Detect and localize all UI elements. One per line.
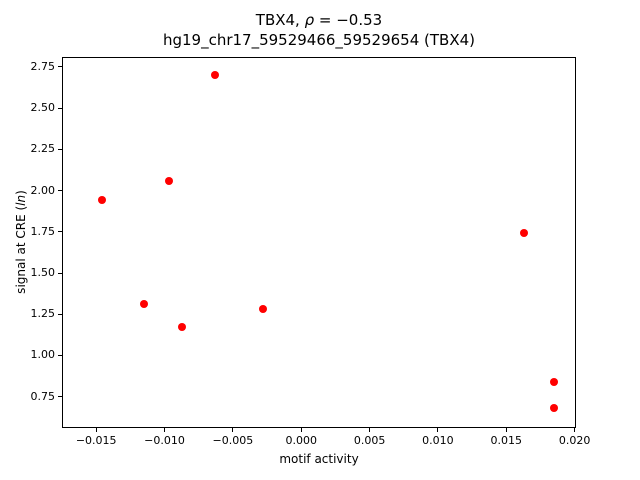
chart-title-gene: TBX4, [255,11,305,29]
y-tick-mark [58,396,62,398]
y-tick-label: 1.75 [30,224,56,238]
y-tick-label: 2.25 [30,142,56,156]
data-point [211,71,220,80]
chart-title: TBX4, ρ = −0.53 hg19_chr17_59529466_5952… [62,10,576,50]
x-tick-mark [505,428,507,432]
y-tick-label: 1.50 [30,266,56,279]
y-tick-mark [58,66,62,68]
x-tick-label: 0.015 [490,434,523,447]
rho-symbol: ρ [304,11,315,29]
x-tick-label: 0.020 [558,434,591,447]
x-tick-mark [437,428,439,432]
x-tick-label: 0.000 [285,434,317,447]
data-point [97,196,106,205]
x-tick-mark [232,428,234,432]
x-tick-mark [164,428,166,432]
data-point [140,300,149,309]
y-tick-label: 1.25 [30,307,56,321]
x-tick-mark [300,428,302,432]
chart-title-rho-value: = −0.53 [314,11,383,29]
x-axis-label: motif activity [279,452,359,466]
chart-title-line1: TBX4, ρ = −0.53 [62,10,576,30]
data-point [520,229,529,238]
y-tick-mark [58,107,62,109]
y-tick-mark [58,354,62,356]
y-tick-label: 2.00 [30,183,56,197]
x-tick-mark [369,428,371,432]
y-tick-label: 2.75 [30,59,56,73]
data-point [550,377,559,386]
x-tick-label: 0.005 [353,434,386,447]
y-axis-label-prefix: signal at CRE ( [14,205,28,294]
y-tick-label: 2.50 [30,101,56,115]
data-point [550,404,559,413]
y-tick-mark [58,231,62,233]
y-tick-mark [58,190,62,192]
y-tick-mark [58,313,62,315]
x-tick-label: 0.010 [422,434,454,447]
chart-title-line2: hg19_chr17_59529466_59529654 (TBX4) [162,31,476,49]
y-tick-mark [58,272,62,274]
y-tick-label: 0.75 [30,389,56,403]
x-tick-mark [95,428,97,432]
x-tick-label: −0.005 [212,434,254,447]
x-tick-label: −0.010 [144,434,185,447]
data-point [258,305,267,314]
data-point [178,323,187,332]
y-tick-mark [58,148,62,150]
plot-area [62,57,576,428]
data-point [164,176,173,185]
x-tick-label: −0.015 [75,434,117,447]
x-tick-mark [574,428,576,432]
y-tick-label: 1.00 [30,348,56,362]
